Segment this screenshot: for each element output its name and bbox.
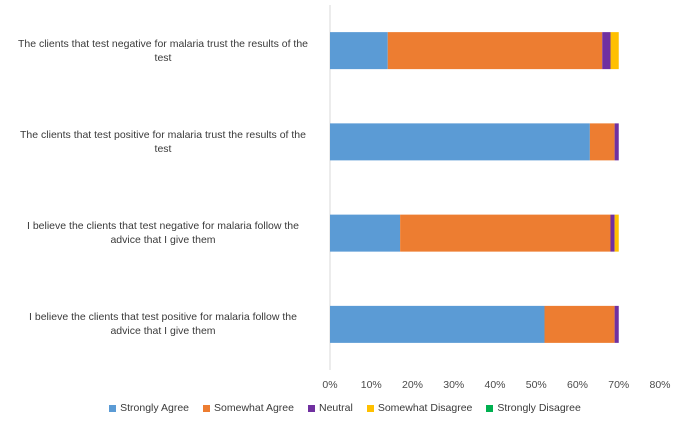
legend-swatch <box>109 404 117 412</box>
x-tick-label: 60% <box>567 379 588 391</box>
category-label: I believe the clients that test negative… <box>27 220 299 247</box>
x-tick-label: 20% <box>402 379 423 391</box>
x-tick-label: 50% <box>526 379 547 391</box>
legend-label: Strongly Agree <box>120 402 190 414</box>
bar-segment <box>614 214 619 252</box>
legend-label: Somewhat Agree <box>214 402 294 414</box>
legend-label: Strongly Disagree <box>497 402 581 414</box>
bar-segment <box>544 305 615 343</box>
category-label: I believe the clients that test positive… <box>29 311 297 338</box>
x-tick-label: 0% <box>322 379 337 391</box>
category-label: The clients that test negative for malar… <box>17 37 309 64</box>
bar-segment <box>330 32 388 70</box>
legend-swatch <box>486 404 494 412</box>
legend-swatch <box>366 404 374 412</box>
bar-segment <box>602 32 611 70</box>
legend-label: Neutral <box>318 402 353 414</box>
legend-item: Neutral <box>307 402 353 414</box>
legend-item: Strongly Disagree <box>486 402 581 414</box>
category-label: The clients that test positive for malar… <box>20 128 306 155</box>
bar-segment <box>614 305 619 343</box>
legend-swatch <box>203 404 211 412</box>
bar-segment <box>589 123 615 161</box>
bar-segment <box>614 123 619 161</box>
bar-segment <box>387 32 603 70</box>
bar-segment <box>610 214 615 252</box>
legend-item: Somewhat Disagree <box>366 402 473 414</box>
bar-segment <box>330 214 401 252</box>
legend-label: Somewhat Disagree <box>377 402 473 414</box>
x-tick-label: 30% <box>443 379 464 391</box>
legend: Strongly Agree Somewhat Agree Neutral Somew… <box>0 402 690 414</box>
x-tick-label: 40% <box>484 379 505 391</box>
bar-segment <box>610 32 619 70</box>
bar-segment <box>330 123 590 161</box>
legend-swatch <box>307 404 315 412</box>
bar-segment <box>400 214 611 252</box>
x-tick-label: 10% <box>361 379 382 391</box>
bar-segment <box>330 305 545 343</box>
legend-item: Strongly Agree <box>109 402 189 414</box>
x-tick-label: 70% <box>608 379 629 391</box>
legend-item: Somewhat Agree <box>203 402 294 414</box>
x-tick-label: 80% <box>649 379 670 391</box>
